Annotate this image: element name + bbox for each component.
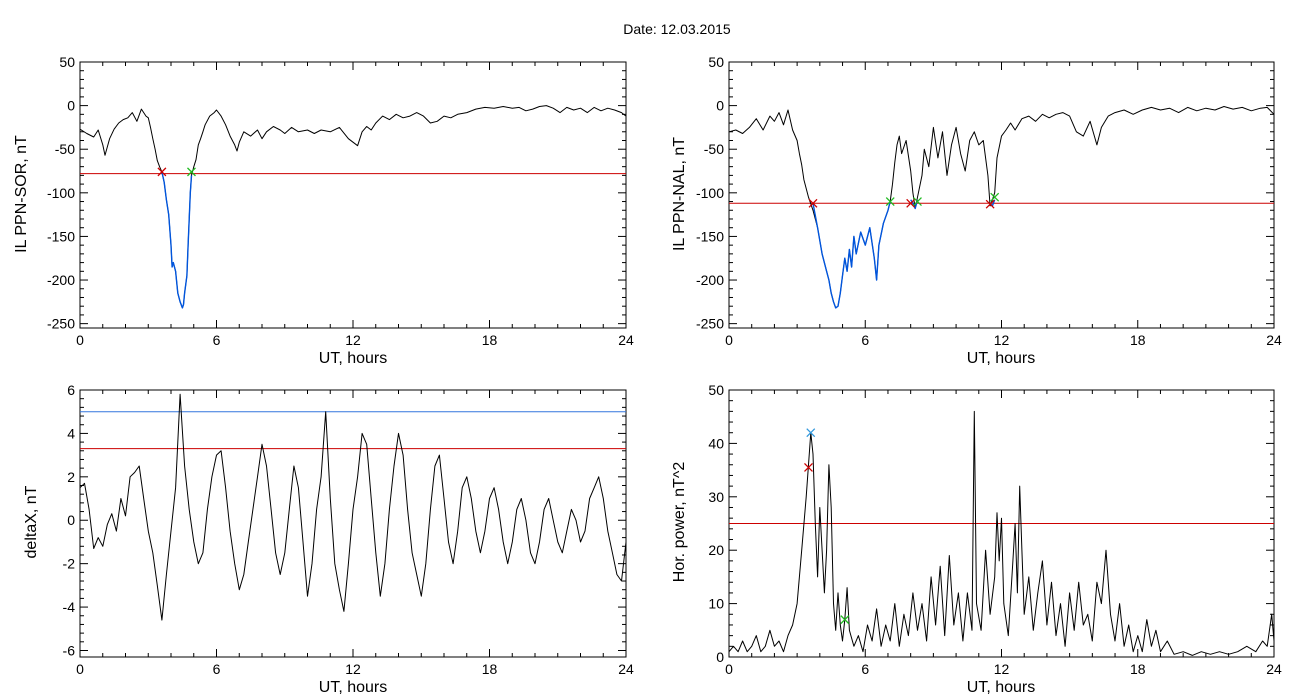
x-tick-label: 12 xyxy=(994,661,1010,677)
series-line xyxy=(728,410,1275,656)
start-marker xyxy=(808,198,818,208)
y-tick-label: -150 xyxy=(696,228,724,244)
y-axis-label: IL PPN-SOR, nT xyxy=(13,135,30,253)
y-tick-label: 50 xyxy=(708,54,724,70)
plot-frame xyxy=(728,61,1275,329)
x-tick-label: 12 xyxy=(345,661,361,677)
x-tick-label: 24 xyxy=(618,661,634,677)
y-tick-label: -50 xyxy=(704,141,724,157)
x-tick-label: 24 xyxy=(1266,332,1282,348)
y-tick-label: 40 xyxy=(708,435,724,451)
figure-title: Date: 12.03.2015 xyxy=(623,21,731,37)
start-marker xyxy=(985,199,995,209)
x-tick-label: 18 xyxy=(1130,332,1146,348)
series-line xyxy=(79,105,627,309)
x-tick-label: 0 xyxy=(725,661,733,677)
y-tick-label: -50 xyxy=(55,141,75,157)
y-tick-label: -100 xyxy=(47,185,75,201)
chart-panel-power: UT, hours Hor. power, nT^2 0 6 12 18 24 50 40 3… xyxy=(671,382,1282,696)
x-tick-label: 24 xyxy=(1266,661,1282,677)
y-axis-label: deltaX, nT xyxy=(23,485,40,558)
y-tick-label: -100 xyxy=(696,185,724,201)
y-tick-label: 6 xyxy=(67,382,75,398)
y-tick-label: 2 xyxy=(67,469,75,485)
y-tick-label: 30 xyxy=(708,489,724,505)
y-tick-label: 4 xyxy=(67,425,75,441)
y-tick-label: 0 xyxy=(716,649,724,665)
y-tick-label: -150 xyxy=(47,228,75,244)
x-tick-label: 12 xyxy=(345,332,361,348)
x-tick-label: 18 xyxy=(482,661,498,677)
max-marker xyxy=(806,428,816,438)
x-tick-label: 0 xyxy=(725,332,733,348)
end-marker xyxy=(913,197,922,207)
y-tick-label: 0 xyxy=(67,512,75,528)
y-tick-label: 10 xyxy=(708,596,724,612)
x-axis-label: UT, hours xyxy=(319,350,387,367)
chart-panel-deltax: UT, hours deltaX, nT 0 6 12 18 24 6 4 2 0 -2 -4 -6 xyxy=(23,382,634,696)
y-axis-label: IL PPN-NAL, nT xyxy=(671,137,688,251)
x-tick-label: 24 xyxy=(618,332,634,348)
x-tick-label: 0 xyxy=(76,661,84,677)
start-marker xyxy=(157,167,167,177)
end-marker xyxy=(187,167,196,177)
y-tick-label: 0 xyxy=(716,98,724,114)
x-tick-label: 6 xyxy=(861,661,869,677)
y-tick-label: -4 xyxy=(63,599,76,615)
series-line xyxy=(728,106,1275,309)
y-tick-label: -200 xyxy=(47,272,75,288)
x-tick-label: 6 xyxy=(213,661,221,677)
highlight-segment xyxy=(161,171,193,309)
y-tick-label: -2 xyxy=(63,556,76,572)
x-axis-label: UT, hours xyxy=(319,679,387,696)
highlight-segment xyxy=(812,201,891,309)
plot-frame xyxy=(79,61,627,329)
end-marker xyxy=(885,197,895,207)
start-marker xyxy=(804,462,813,472)
x-tick-label: 0 xyxy=(76,332,84,348)
y-tick-label: 0 xyxy=(67,98,75,114)
y-axis-label: Hor. power, nT^2 xyxy=(671,462,688,583)
y-tick-label: 50 xyxy=(708,382,724,398)
end-marker xyxy=(990,192,1000,202)
y-tick-label: -250 xyxy=(47,316,75,332)
x-tick-label: 18 xyxy=(1130,661,1146,677)
y-tick-label: -200 xyxy=(696,272,724,288)
x-tick-label: 12 xyxy=(994,332,1010,348)
start-marker xyxy=(906,198,916,208)
chart-panel-sor: UT, hours IL PPN-SOR, nT 0 6 12 18 24 50 0 -50 -… xyxy=(13,54,634,367)
x-axis-label: UT, hours xyxy=(967,679,1035,696)
x-tick-label: 18 xyxy=(482,332,498,348)
end-marker xyxy=(840,615,850,625)
chart-panel-nal: UT, hours IL PPN-NAL, nT 0 6 12 18 24 50 0 -50 -… xyxy=(671,54,1282,367)
y-tick-label: -6 xyxy=(63,642,76,658)
y-tick-label: -250 xyxy=(696,316,724,332)
y-tick-label: 50 xyxy=(59,54,75,70)
y-tick-label: 20 xyxy=(708,542,724,558)
x-axis-label: UT, hours xyxy=(967,350,1035,367)
series-line xyxy=(79,393,627,621)
x-tick-label: 6 xyxy=(213,332,221,348)
x-tick-label: 6 xyxy=(861,332,869,348)
